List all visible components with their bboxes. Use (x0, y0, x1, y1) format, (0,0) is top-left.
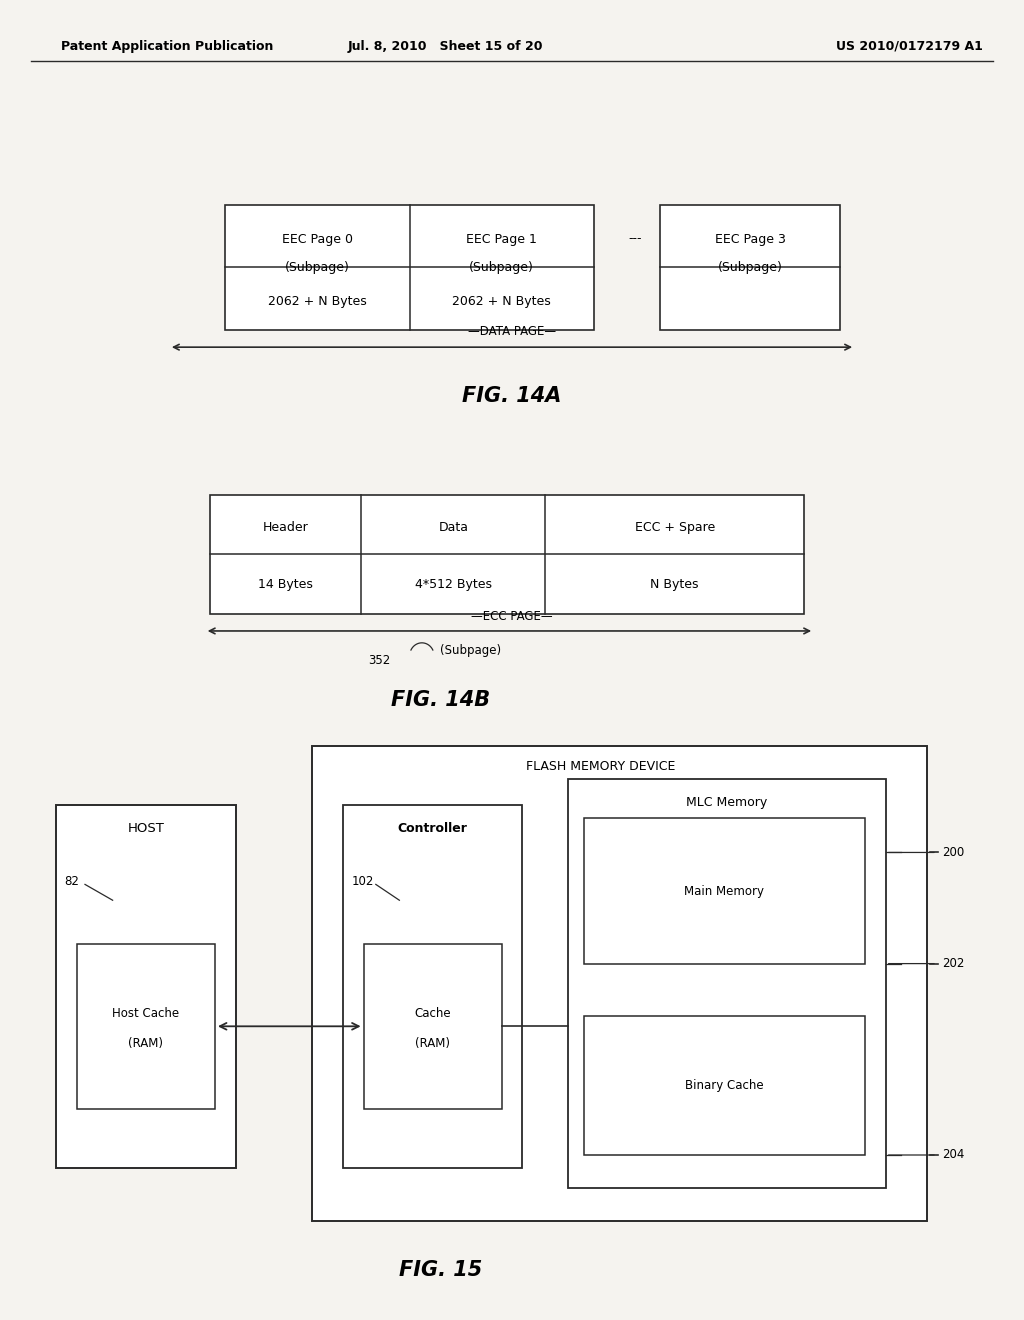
Text: —DATA PAGE—: —DATA PAGE— (468, 325, 556, 338)
Bar (364, 944, 502, 1109)
Bar (77, 944, 215, 1109)
Text: Header: Header (263, 520, 308, 533)
Bar (568, 779, 886, 1188)
Text: HOST: HOST (127, 822, 165, 836)
Text: 2062 + N Bytes: 2062 + N Bytes (453, 294, 551, 308)
Text: (Subpage): (Subpage) (469, 261, 535, 273)
Text: FIG. 14B: FIG. 14B (391, 689, 489, 710)
Text: Main Memory: Main Memory (684, 884, 765, 898)
Bar (225, 205, 594, 330)
Text: 202: 202 (942, 957, 965, 970)
Bar (584, 1016, 865, 1155)
Text: 352: 352 (369, 653, 391, 667)
Text: Controller: Controller (397, 822, 468, 836)
Text: 2062 + N Bytes: 2062 + N Bytes (268, 294, 367, 308)
Text: FLASH MEMORY DEVICE: FLASH MEMORY DEVICE (526, 760, 676, 774)
Text: Jul. 8, 2010   Sheet 15 of 20: Jul. 8, 2010 Sheet 15 of 20 (348, 40, 543, 53)
Text: —ECC PAGE—: —ECC PAGE— (471, 610, 553, 623)
Text: EEC Page 0: EEC Page 0 (282, 234, 353, 247)
Text: FIG. 14A: FIG. 14A (462, 385, 562, 407)
Text: ---: --- (628, 232, 642, 246)
Text: 200: 200 (942, 846, 965, 859)
Text: Binary Cache: Binary Cache (685, 1080, 764, 1092)
Bar (343, 805, 522, 1168)
Text: 102: 102 (351, 875, 374, 888)
Text: 82: 82 (65, 875, 80, 888)
Text: FIG. 15: FIG. 15 (398, 1259, 482, 1280)
Text: EEC Page 3: EEC Page 3 (715, 234, 785, 247)
Text: Patent Application Publication: Patent Application Publication (61, 40, 273, 53)
Text: 14 Bytes: 14 Bytes (258, 578, 313, 590)
Text: (Subpage): (Subpage) (440, 644, 502, 657)
Text: 4*512 Bytes: 4*512 Bytes (415, 578, 492, 590)
Bar (584, 818, 865, 964)
Text: Host Cache: Host Cache (113, 1007, 179, 1019)
Text: Data: Data (438, 520, 468, 533)
Text: N Bytes: N Bytes (650, 578, 699, 590)
Bar (660, 205, 840, 330)
Text: (RAM): (RAM) (415, 1038, 451, 1049)
Text: US 2010/0172179 A1: US 2010/0172179 A1 (837, 40, 983, 53)
Bar (312, 746, 927, 1221)
Text: 204: 204 (942, 1148, 965, 1162)
Text: (Subpage): (Subpage) (285, 261, 350, 273)
Text: EEC Page 1: EEC Page 1 (466, 234, 538, 247)
Bar (56, 805, 236, 1168)
Text: MLC Memory: MLC Memory (686, 796, 768, 809)
Text: Cache: Cache (415, 1007, 451, 1019)
Bar (210, 495, 804, 614)
Text: (RAM): (RAM) (128, 1038, 164, 1049)
Text: ECC + Spare: ECC + Spare (635, 520, 715, 533)
Text: (Subpage): (Subpage) (718, 261, 782, 273)
